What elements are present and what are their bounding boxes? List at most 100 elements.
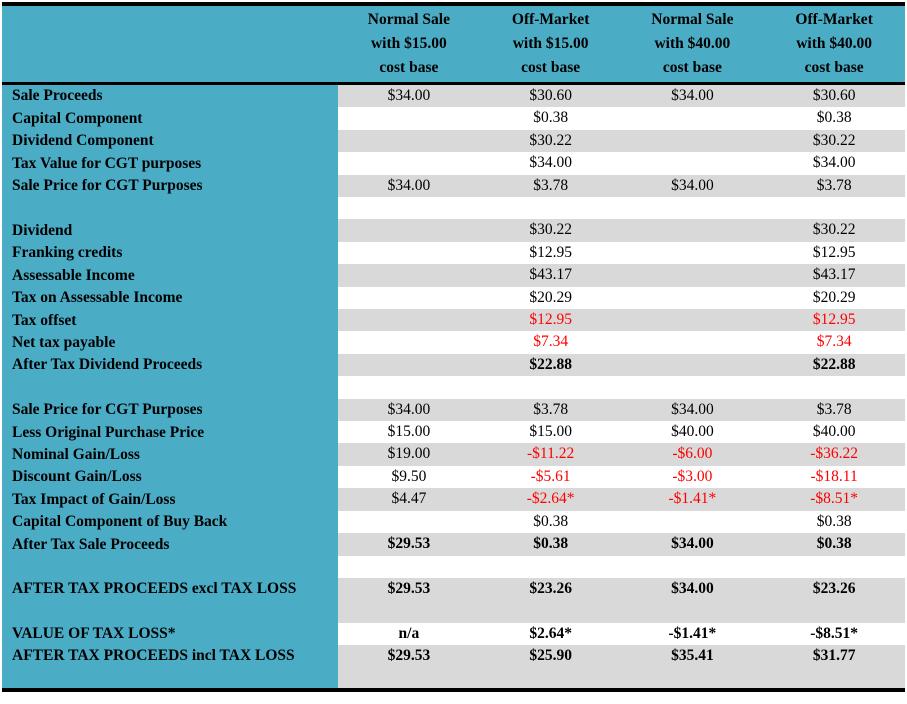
cell-value xyxy=(763,555,905,578)
table-row: Tax Value for CGT purposes $34.00 $34.00 xyxy=(2,152,905,175)
row-label: Franking credits xyxy=(2,241,338,265)
cell-value xyxy=(621,264,764,287)
row-label: VALUE OF TAX LOSS* xyxy=(2,622,338,646)
cell-value: $34.00 xyxy=(621,83,764,108)
table-row: Dividend $30.22 $30.22 xyxy=(2,219,905,242)
row-label: After Tax Dividend Proceeds xyxy=(2,353,338,377)
cell-value: -$36.22 xyxy=(763,443,905,466)
cell-value: $12.95 xyxy=(479,241,622,265)
cell-value: $7.34 xyxy=(763,331,905,354)
cell-value: $22.88 xyxy=(763,353,905,377)
cell-value: -$1.41* xyxy=(621,488,764,511)
column-header-off-market-40: Off-Market with $40.00 cost base xyxy=(763,4,905,85)
row-label: After Tax Sale Proceeds xyxy=(2,533,338,556)
cell-value: -$8.51* xyxy=(763,622,905,646)
cell-value: $7.34 xyxy=(479,331,622,354)
cell-value: $0.38 xyxy=(479,533,622,556)
table-row: Net tax payable $7.34 $7.34 xyxy=(2,331,905,354)
cell-value: $43.17 xyxy=(479,264,622,287)
cell-value: $3.78 xyxy=(763,398,905,422)
table-row: Tax offset $12.95 $12.95 xyxy=(2,309,905,332)
cell-value: $29.53 xyxy=(338,577,480,623)
cell-value: $15.00 xyxy=(338,421,480,444)
cell-value: $3.78 xyxy=(763,174,905,198)
cell-value: $30.22 xyxy=(479,129,622,153)
cell-value: $20.29 xyxy=(763,286,905,310)
cell-value: $40.00 xyxy=(763,421,905,444)
header-row: Normal Sale with $15.00 cost base Off-Ma… xyxy=(2,4,905,85)
cell-value: -$1.41* xyxy=(621,622,764,646)
cell-value xyxy=(338,555,480,578)
row-label xyxy=(2,376,338,399)
cell-value: -$3.00 xyxy=(621,465,764,489)
table-row: Nominal Gain/Loss $19.00 -$11.22 -$6.00 -$36… xyxy=(2,443,905,466)
cell-value xyxy=(479,197,622,220)
column-header-normal-sale-15: Normal Sale with $15.00 cost base xyxy=(338,4,480,85)
row-label: Tax offset xyxy=(2,309,338,332)
cell-value: $15.00 xyxy=(479,421,622,444)
table-row: Tax on Assessable Income $20.29 $20.29 xyxy=(2,286,905,310)
row-label: AFTER TAX PROCEEDS incl TAX LOSS xyxy=(2,645,338,690)
row-label: Capital Component xyxy=(2,107,338,130)
table-row: Assessable Income $43.17 $43.17 xyxy=(2,264,905,287)
cell-value: $0.38 xyxy=(763,510,905,534)
row-label: Sale Price for CGT Purposes xyxy=(2,174,338,198)
cell-value: $34.00 xyxy=(479,152,622,175)
cell-value: $4.47 xyxy=(338,488,480,511)
cell-value: -$18.11 xyxy=(763,465,905,489)
cell-value xyxy=(338,107,480,130)
row-label: Sale Proceeds xyxy=(2,83,338,108)
cell-value: $3.78 xyxy=(479,398,622,422)
cell-value xyxy=(621,219,764,242)
row-label: Sale Price for CGT Purposes xyxy=(2,398,338,422)
cell-value: $40.00 xyxy=(621,421,764,444)
cell-value xyxy=(621,107,764,130)
cell-value xyxy=(338,353,480,377)
table-row: AFTER TAX PROCEEDS incl TAX LOSS $29.53 $2… xyxy=(2,645,905,690)
cell-value: $0.38 xyxy=(763,107,905,130)
cell-value: $12.95 xyxy=(763,241,905,265)
cell-value: -$8.51* xyxy=(763,488,905,511)
row-label: Less Original Purchase Price xyxy=(2,421,338,444)
cell-value: $22.88 xyxy=(479,353,622,377)
cell-value xyxy=(763,376,905,399)
row-label: AFTER TAX PROCEEDS excl TAX LOSS xyxy=(2,577,338,623)
cell-value xyxy=(479,376,622,399)
table-row: Discount Gain/Loss $9.50 -$5.61 -$3.00 -$18.… xyxy=(2,465,905,489)
cell-value: $30.60 xyxy=(763,83,905,108)
cell-value xyxy=(621,510,764,534)
cell-value xyxy=(763,197,905,220)
cell-value xyxy=(621,286,764,310)
table-row: After Tax Sale Proceeds $29.53 $0.38 $34.00… xyxy=(2,533,905,556)
row-label xyxy=(2,197,338,220)
cell-value: $34.00 xyxy=(338,174,480,198)
cell-value: $30.22 xyxy=(479,219,622,242)
cell-value: $43.17 xyxy=(763,264,905,287)
cell-value xyxy=(621,309,764,332)
column-header-normal-sale-40: Normal Sale with $40.00 cost base xyxy=(621,4,764,85)
cell-value xyxy=(621,241,764,265)
table-row: Less Original Purchase Price $15.00 $15.00… xyxy=(2,421,905,444)
cell-value xyxy=(338,152,480,175)
table-row: Franking credits $12.95 $12.95 xyxy=(2,241,905,265)
cell-value xyxy=(621,197,764,220)
cell-value: $20.29 xyxy=(479,286,622,310)
cell-value: $12.95 xyxy=(763,309,905,332)
cell-value: $30.22 xyxy=(763,129,905,153)
cell-value xyxy=(338,129,480,153)
cell-value: $0.38 xyxy=(479,510,622,534)
cell-value xyxy=(621,376,764,399)
table-row: Sale Proceeds $34.00 $30.60 $34.00 $30.60 xyxy=(2,83,905,108)
cell-value xyxy=(338,331,480,354)
row-label: Tax Value for CGT purposes xyxy=(2,152,338,175)
cell-value: $34.00 xyxy=(621,174,764,198)
cell-value: $30.60 xyxy=(479,83,622,108)
header-empty-cell xyxy=(2,4,338,85)
cell-value: $2.64* xyxy=(479,622,622,646)
table-row: After Tax Dividend Proceeds $22.88 $22.88 xyxy=(2,353,905,377)
cell-value: $9.50 xyxy=(338,465,480,489)
row-label: Tax Impact of Gain/Loss xyxy=(2,488,338,511)
cell-value: $19.00 xyxy=(338,443,480,466)
row-label xyxy=(2,555,338,578)
table-row: Dividend Component $30.22 $30.22 xyxy=(2,129,905,153)
